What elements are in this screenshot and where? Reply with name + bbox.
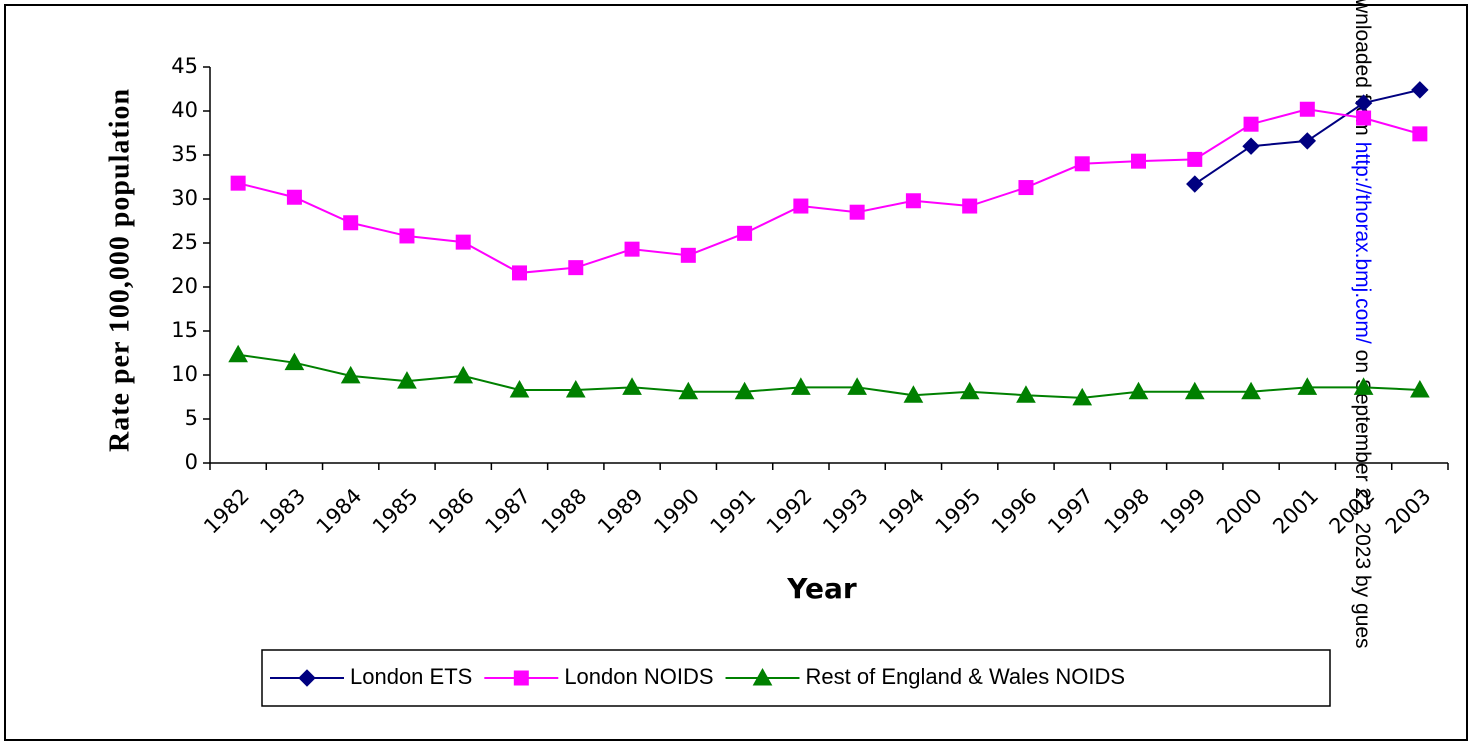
marker (1241, 381, 1261, 400)
x-axis-title: Year (786, 572, 857, 605)
marker (1184, 381, 1205, 400)
series-line (237, 108, 1421, 274)
x-tick-label: 2001 (1268, 484, 1323, 539)
y-tick-label: 20 (171, 274, 198, 298)
marker (1298, 132, 1317, 150)
x-tick-label: 1986 (424, 484, 479, 539)
marker (1412, 126, 1428, 142)
x-tick-label: 1984 (312, 484, 367, 539)
x-tick-label: 1987 (481, 484, 536, 539)
legend-label: Rest of England & Wales NOIDS (806, 664, 1126, 689)
marker (509, 379, 530, 398)
marker (678, 381, 699, 400)
marker (622, 377, 642, 395)
marker (680, 247, 696, 263)
x-tick-label: 1991 (706, 484, 761, 539)
marker (1072, 387, 1093, 406)
x-tick-label: 1994 (874, 484, 929, 539)
legend-label: London NOIDS (564, 664, 713, 689)
marker (453, 365, 474, 384)
marker (791, 377, 811, 395)
marker (737, 225, 753, 241)
marker (340, 365, 361, 384)
x-tick-label: 1997 (1043, 484, 1098, 539)
series-line (237, 353, 1420, 399)
marker (513, 670, 529, 686)
watermark-suffix: on September 22, 2023 by gues (1351, 350, 1374, 649)
marker (565, 379, 586, 398)
y-tick-label: 15 (171, 318, 198, 342)
marker (793, 198, 809, 214)
marker (230, 175, 246, 191)
x-tick-label: 1993 (818, 484, 873, 539)
x-tick-label: 1992 (762, 484, 817, 539)
y-tick-label: 25 (171, 230, 198, 254)
y-tick-label: 10 (171, 362, 198, 386)
marker (1016, 385, 1036, 403)
x-tick-label: 1982 (199, 484, 254, 539)
marker (399, 228, 415, 244)
x-tick-label: 1990 (649, 484, 704, 539)
marker (284, 352, 305, 371)
marker (1297, 377, 1318, 395)
y-tick-label: 40 (171, 98, 198, 122)
marker (1356, 110, 1372, 126)
x-tick-label: 1999 (1156, 484, 1211, 539)
marker (962, 198, 978, 214)
y-tick-label: 5 (185, 406, 198, 430)
marker (734, 381, 755, 400)
x-tick-label: 1995 (931, 484, 986, 539)
marker (568, 260, 584, 276)
x-tick-label: 1996 (987, 484, 1042, 539)
y-tick-label: 45 (171, 54, 198, 78)
marker (1411, 81, 1429, 99)
marker (903, 385, 924, 403)
marker (624, 241, 640, 257)
marker (228, 344, 248, 363)
marker (1242, 137, 1260, 155)
y-tick-label: 0 (185, 450, 198, 474)
marker (1353, 377, 1374, 395)
y-tick-label: 30 (171, 186, 198, 210)
marker (343, 215, 359, 231)
marker (298, 669, 316, 687)
marker (1074, 156, 1090, 172)
marker (1410, 379, 1430, 398)
marker (397, 371, 417, 389)
watermark-link[interactable]: http://thorax.bmj.com/ (1351, 142, 1374, 344)
marker (455, 234, 471, 250)
x-tick-label: 1983 (255, 484, 310, 539)
marker (1131, 153, 1146, 169)
y-axis-title: Rate per 100,000 population (104, 88, 135, 452)
marker (1299, 101, 1315, 117)
y-tick-label: 35 (171, 142, 198, 166)
x-tick-label: 2000 (1212, 484, 1267, 539)
marker (286, 189, 302, 205)
marker (1018, 180, 1034, 196)
x-tick-label: 1988 (537, 484, 592, 539)
legend-label: London ETS (350, 664, 472, 689)
marker (1128, 381, 1149, 400)
marker (1187, 151, 1203, 167)
marker (512, 265, 527, 281)
x-tick-label: 1989 (593, 484, 648, 539)
marker (959, 381, 980, 400)
marker (849, 204, 865, 220)
chart-border (4, 4, 1468, 741)
x-tick-label: 1985 (368, 484, 423, 539)
marker (905, 193, 921, 209)
x-tick-label: 1998 (1100, 484, 1155, 539)
marker (752, 667, 773, 686)
marker (1243, 116, 1259, 132)
marker (1186, 175, 1204, 193)
x-tick-label: 2003 (1381, 484, 1436, 539)
marker (847, 377, 867, 395)
